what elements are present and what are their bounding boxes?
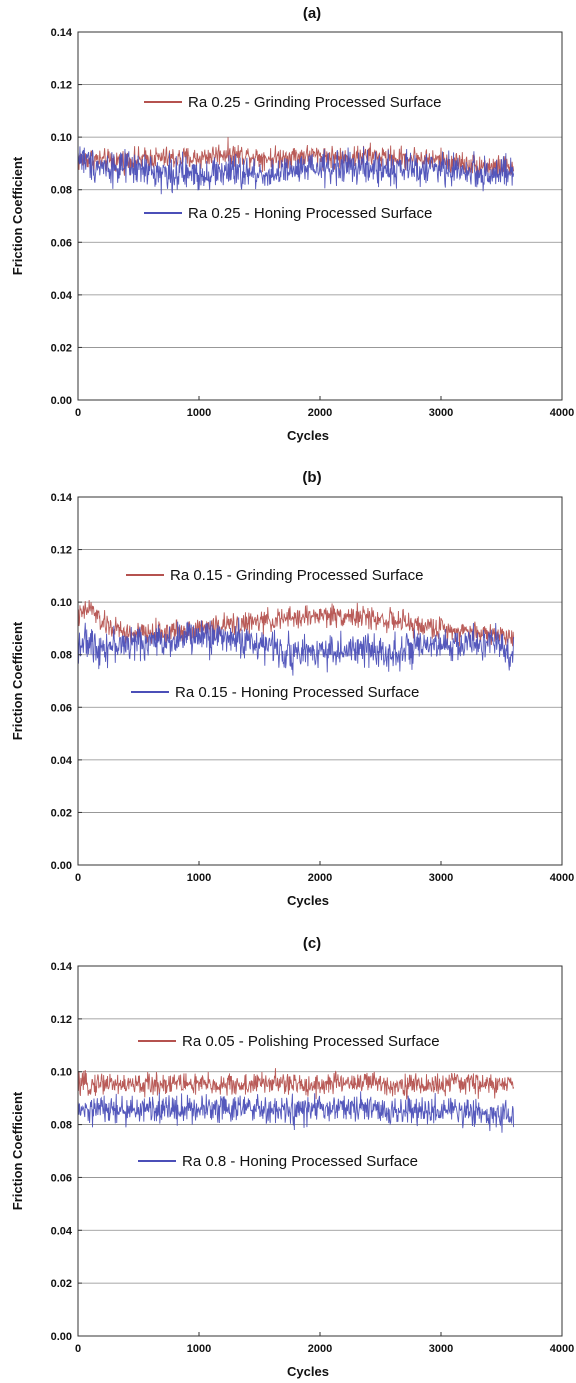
y-tick-label: 0.14 xyxy=(51,961,73,973)
x-tick-label: 3000 xyxy=(429,872,453,884)
series-line-1 xyxy=(77,617,515,676)
y-axis-label: Friction Coefficient xyxy=(10,1091,25,1210)
y-tick-label: 0.10 xyxy=(51,132,72,144)
y-tick-label: 0.04 xyxy=(51,1225,73,1237)
series-line-0 xyxy=(77,600,515,647)
x-tick-label: 0 xyxy=(75,407,81,419)
x-tick-label: 4000 xyxy=(550,1343,574,1355)
y-tick-label: 0.08 xyxy=(51,650,72,662)
plot-frame xyxy=(77,496,563,866)
x-axis-label: Cycles xyxy=(287,1364,329,1379)
y-tick-label: 0.12 xyxy=(51,1014,72,1026)
y-axis-label: Friction Coefficient xyxy=(10,156,25,275)
legend-entry-0: Ra 0.15 - Grinding Processed Surface xyxy=(126,567,423,584)
legend-label: Ra 0.25 - Grinding Processed Surface xyxy=(188,94,441,111)
x-tick-label: 2000 xyxy=(308,872,332,884)
legend-label: Ra 0.25 - Honing Processed Surface xyxy=(188,205,432,222)
y-tick-label: 0.02 xyxy=(51,1278,72,1290)
x-tick-label: 0 xyxy=(75,1343,81,1355)
chart-panel-2: (c) 0.00 0.02 0.04 0.06 0.08 0.10 0.12 0.14 0 1000… xyxy=(10,935,574,1379)
y-tick-label: 0.10 xyxy=(51,1067,72,1079)
chart-panel-1: (b) 0.00 0.02 0.04 0.06 0.08 0.10 0.12 0.14 0 1000… xyxy=(10,469,574,908)
x-tick-label: 4000 xyxy=(550,407,574,419)
y-tick-label: 0.00 xyxy=(51,395,72,407)
series-line-0 xyxy=(77,1068,515,1100)
y-axis-label: Friction Coefficient xyxy=(10,621,25,740)
x-tick-label: 4000 xyxy=(550,872,574,884)
y-tick-label: 0.06 xyxy=(51,237,72,249)
x-axis-label: Cycles xyxy=(287,893,329,908)
legend-label: Ra 0.15 - Grinding Processed Surface xyxy=(170,567,423,584)
legend-entry-0: Ra 0.05 - Polishing Processed Surface xyxy=(138,1033,440,1050)
y-tick-label: 0.06 xyxy=(51,702,72,714)
y-tick-label: 0.04 xyxy=(51,755,73,767)
legend-label: Ra 0.15 - Honing Processed Surface xyxy=(175,684,419,701)
chart-panel-0: (a) 0.00 0.02 0.04 0.06 0.08 0.10 0.12 0.14 0 1000… xyxy=(10,5,574,443)
legend-entry-1: Ra 0.25 - Honing Processed Surface xyxy=(144,205,432,222)
x-tick-label: 1000 xyxy=(187,872,211,884)
panel-label: (a) xyxy=(303,5,321,22)
y-tick-label: 0.14 xyxy=(51,27,73,39)
y-tick-label: 0.14 xyxy=(51,492,73,504)
panel-label: (c) xyxy=(303,935,321,952)
legend-label: Ra 0.8 - Honing Processed Surface xyxy=(182,1153,418,1170)
x-tick-label: 1000 xyxy=(187,1343,211,1355)
legend-entry-1: Ra 0.8 - Honing Processed Surface xyxy=(138,1153,418,1170)
y-tick-label: 0.04 xyxy=(51,290,73,302)
x-tick-label: 2000 xyxy=(308,407,332,419)
x-tick-label: 1000 xyxy=(187,407,211,419)
x-tick-label: 3000 xyxy=(429,407,453,419)
y-tick-label: 0.08 xyxy=(51,185,72,197)
y-tick-label: 0.12 xyxy=(51,80,72,92)
y-tick-label: 0.08 xyxy=(51,1120,72,1132)
y-tick-label: 0.00 xyxy=(51,860,72,872)
legend-label: Ra 0.05 - Polishing Processed Surface xyxy=(182,1033,440,1050)
y-tick-label: 0.10 xyxy=(51,597,72,609)
panel-label: (b) xyxy=(302,469,321,486)
y-tick-label: 0.12 xyxy=(51,545,72,557)
legend-entry-0: Ra 0.25 - Grinding Processed Surface xyxy=(144,94,441,111)
x-tick-label: 0 xyxy=(75,872,81,884)
x-tick-label: 2000 xyxy=(308,1343,332,1355)
y-tick-label: 0.06 xyxy=(51,1172,72,1184)
y-tick-label: 0.02 xyxy=(51,807,72,819)
y-tick-label: 0.00 xyxy=(51,1331,72,1343)
series-line-1 xyxy=(77,146,515,195)
x-tick-label: 3000 xyxy=(429,1343,453,1355)
legend-entry-1: Ra 0.15 - Honing Processed Surface xyxy=(131,684,419,701)
series-line-0 xyxy=(77,137,515,177)
plot-frame xyxy=(77,965,563,1337)
x-axis-label: Cycles xyxy=(287,428,329,443)
y-tick-label: 0.02 xyxy=(51,342,72,354)
series-line-1 xyxy=(77,1091,515,1133)
